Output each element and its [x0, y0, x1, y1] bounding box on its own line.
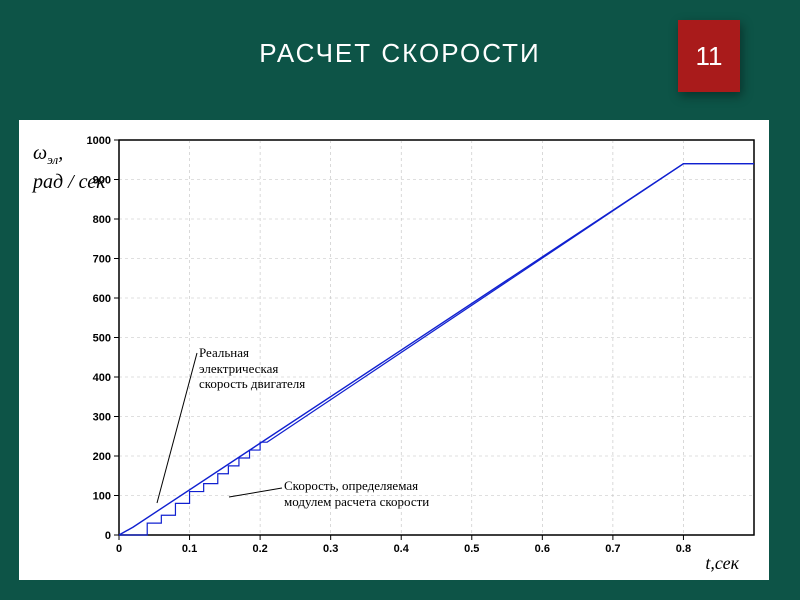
x-axis-label: t,сек	[705, 553, 739, 574]
svg-text:0.5: 0.5	[464, 543, 479, 555]
slide-title: РАСЧЕТ СКОРОСТИ	[259, 38, 540, 69]
svg-text:700: 700	[93, 254, 111, 266]
slide-header: РАСЧЕТ СКОРОСТИ 11	[0, 0, 800, 100]
svg-text:500: 500	[93, 333, 111, 345]
svg-text:0.2: 0.2	[252, 543, 267, 555]
page-number-badge: 11	[678, 20, 740, 92]
annotation-estimated-speed: Скорость, определяемаямодулем расчета ск…	[284, 478, 429, 509]
svg-text:0: 0	[116, 543, 122, 555]
chart-plot: 0 0.1 0.2 0.3 0.4 0.5 0.6 0.7 0.8 0 100 200 300 400 50…	[19, 120, 769, 580]
svg-text:600: 600	[93, 293, 111, 305]
svg-text:300: 300	[93, 412, 111, 424]
annotation-real-speed: Реальнаяэлектрическаяскорость двигателя	[199, 345, 305, 392]
svg-text:0.7: 0.7	[605, 543, 620, 555]
svg-text:0.8: 0.8	[676, 543, 691, 555]
svg-text:200: 200	[93, 451, 111, 463]
svg-text:0.3: 0.3	[323, 543, 338, 555]
y-axis-label: ωэл, рад / сек	[33, 140, 106, 195]
svg-text:800: 800	[93, 214, 111, 226]
svg-text:0.6: 0.6	[535, 543, 550, 555]
svg-text:400: 400	[93, 372, 111, 384]
svg-text:0.4: 0.4	[394, 543, 410, 555]
chart-container: 0 0.1 0.2 0.3 0.4 0.5 0.6 0.7 0.8 0 100 200 300 400 50…	[19, 120, 769, 580]
svg-text:0.1: 0.1	[182, 543, 197, 555]
svg-text:0: 0	[105, 530, 111, 542]
svg-text:100: 100	[93, 491, 111, 503]
